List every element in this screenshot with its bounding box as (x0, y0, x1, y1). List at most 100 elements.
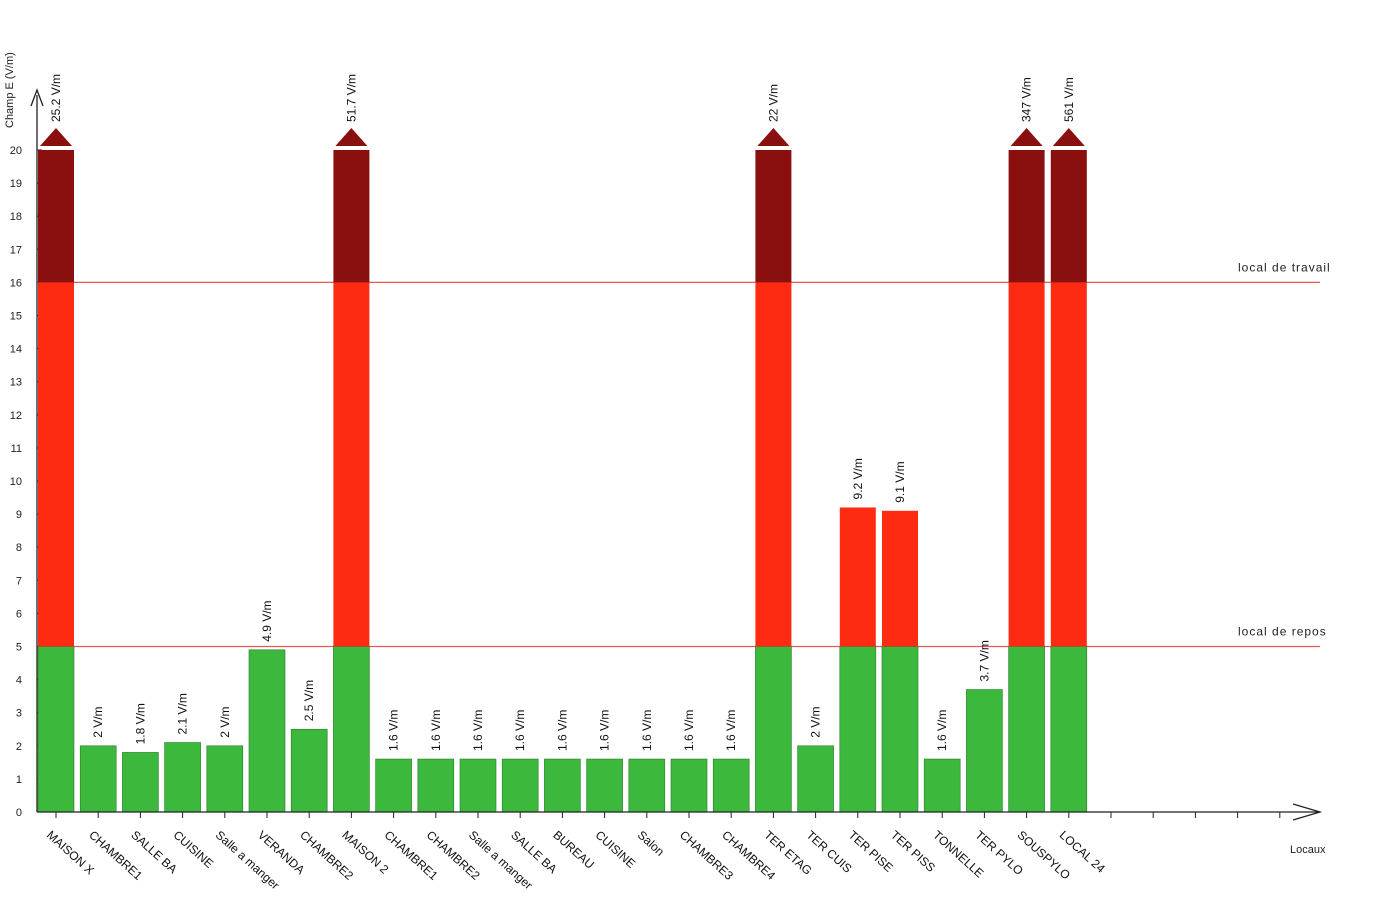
bar-value-label: 9.1 V/m (893, 461, 907, 502)
bar-value-label: 1.6 V/m (555, 710, 569, 751)
bar-segment-green (333, 646, 370, 813)
bar-segment-green (755, 646, 792, 813)
bar-segment-red (333, 282, 370, 647)
overflow-arrow (1010, 128, 1043, 146)
bar (966, 689, 1003, 813)
bar-value-label: 1.6 V/m (935, 710, 949, 751)
bar-segment-darkred (1050, 150, 1087, 283)
y-tick-label: 13 (10, 377, 22, 389)
bar-value-labels: 25.2 V/m 2 V/m 1.8 V/m 2.1 V/m 2 V/m 4.9 V/m 2… (49, 74, 1076, 751)
bar (797, 745, 834, 813)
bar-segment-green (628, 758, 666, 813)
bar-value-label: 347 V/m (1020, 77, 1034, 122)
bar-value-label: 1.6 V/m (598, 710, 612, 751)
x-axis-label: Locaux (1290, 844, 1326, 856)
bar-segment-green (923, 758, 961, 813)
bar (923, 758, 961, 813)
x-category-label: Salon (635, 828, 667, 859)
x-category-label: CUISINE (593, 828, 639, 871)
bar-segment-red (755, 282, 792, 647)
y-tick-label: 16 (10, 277, 22, 289)
bar-value-label: 2 V/m (809, 706, 823, 737)
x-axis-arrow (1292, 803, 1323, 821)
bar-value-label: 1.6 V/m (429, 710, 443, 751)
bar-segment-red (1050, 282, 1087, 647)
bar (1047, 128, 1090, 813)
bar-value-label: 1.6 V/m (513, 710, 527, 751)
x-category-label: TER PISE (846, 828, 896, 875)
bar-segment-green (712, 758, 750, 813)
overflow-arrow (40, 128, 72, 146)
y-tick-label: 4 (16, 675, 22, 687)
bar (586, 758, 623, 813)
bar-segment-red (839, 507, 876, 647)
x-category-label: TER PISS (888, 828, 938, 875)
bar (712, 758, 750, 813)
bar-value-label: 1.6 V/m (640, 710, 654, 751)
overflow-arrow (757, 128, 790, 146)
y-tick-label: 14 (10, 344, 22, 356)
y-tick-label: 15 (10, 311, 22, 323)
y-tick-label: 18 (10, 211, 22, 223)
bar-segment-green (1008, 646, 1045, 813)
bar-value-label: 2.1 V/m (176, 693, 190, 734)
bar (544, 758, 581, 813)
reference-line-label: local de travail (1238, 260, 1331, 274)
bar-segment-green (37, 646, 75, 813)
bar-value-label: 22 V/m (766, 84, 780, 122)
reference-lines: local de repos local de travail (37, 260, 1331, 648)
y-tick-label: 1 (16, 774, 22, 786)
bar-segment-darkred (333, 150, 370, 283)
bar-segment-green (290, 728, 328, 813)
y-tick-label: 8 (16, 542, 22, 554)
bar-segment-green (966, 689, 1003, 813)
bar (290, 728, 328, 813)
bar-segment-darkred (1008, 150, 1045, 283)
bar (122, 752, 159, 813)
bar-value-label: 1.8 V/m (133, 703, 147, 744)
y-tick-label: 7 (16, 575, 22, 587)
y-axis-arrow (30, 88, 44, 107)
y-tick-label: 5 (16, 642, 22, 654)
bar (417, 758, 455, 813)
bar-value-label: 2 V/m (91, 706, 105, 737)
y-tick-label: 20 (10, 145, 22, 157)
bar (501, 758, 539, 813)
bar-segment-green (206, 745, 244, 813)
bar-segment-green (797, 745, 834, 813)
bar-value-label: 1.6 V/m (724, 710, 738, 751)
bar (1005, 128, 1048, 813)
bar-segment-green (586, 758, 623, 813)
bar-segment-red (38, 282, 74, 647)
bar (628, 758, 666, 813)
bar-value-label: 4.9 V/m (260, 600, 274, 641)
bar-segment-red (1008, 282, 1045, 647)
bar (330, 128, 373, 813)
bar-value-label: 561 V/m (1062, 77, 1076, 122)
bar (459, 758, 497, 813)
y-tick-label: 12 (10, 410, 22, 422)
bar-segment-green (248, 649, 286, 813)
y-tick-label: 2 (16, 741, 22, 753)
bar-segment-green (375, 758, 412, 813)
bar-value-label: 25.2 V/m (49, 74, 63, 122)
bar-segment-green (881, 646, 919, 813)
y-tick-label: 19 (10, 178, 22, 190)
y-tick-label: 17 (10, 244, 22, 256)
bars (35, 128, 1090, 813)
bar (375, 758, 412, 813)
reference-line-label: local de repos (1238, 625, 1327, 639)
bar (35, 128, 77, 813)
bar (164, 742, 201, 813)
bar-value-label: 1.6 V/m (387, 710, 401, 751)
bar-segment-green (417, 758, 455, 813)
y-tick-label: 11 (11, 443, 22, 455)
bar-segment-green (79, 745, 117, 813)
bar (881, 510, 919, 813)
bar (752, 128, 795, 813)
bar-segment-green (164, 742, 201, 813)
overflow-arrow (335, 128, 368, 146)
bar-segment-green (122, 752, 159, 813)
